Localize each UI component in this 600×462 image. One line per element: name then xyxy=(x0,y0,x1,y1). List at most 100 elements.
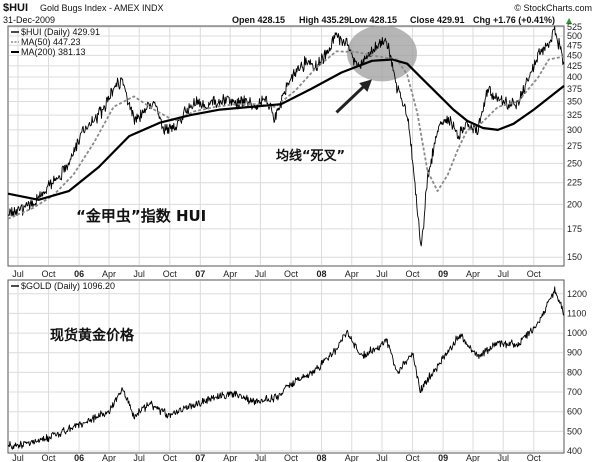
gold-panel-frame xyxy=(7,279,565,454)
x-tick-label: Jul xyxy=(376,269,388,279)
y-tick-label: 200 xyxy=(567,199,582,209)
y-tick-label: 1000 xyxy=(567,328,587,338)
up-arrow-icon: ▲ xyxy=(566,16,573,25)
x-tick-label: Oct xyxy=(42,453,57,462)
x-tick-label: Jul xyxy=(255,453,267,462)
y-tick-label: 375 xyxy=(567,84,582,94)
x-tick-label: 06 xyxy=(74,269,84,279)
gold-annotation: 现货黄金价格 xyxy=(50,327,135,344)
y-tick-label: 475 xyxy=(567,40,582,50)
y-tick-label: 175 xyxy=(567,224,582,234)
x-tick-label: 08 xyxy=(317,269,327,279)
x-tick-label: Jul xyxy=(255,269,267,279)
x-tick-label: Oct xyxy=(284,269,299,279)
ma50-line xyxy=(7,50,565,220)
y-tick-label: 450 xyxy=(567,50,582,60)
x-tick-label: Jul xyxy=(497,453,509,462)
y-tick-label: 900 xyxy=(567,348,582,358)
x-tick-label: Apr xyxy=(345,453,359,462)
x-tick-label: Jul xyxy=(497,269,509,279)
y-tick-label: 225 xyxy=(567,178,582,188)
x-tick-label: Jul xyxy=(376,453,388,462)
death-cross-highlight xyxy=(346,25,417,82)
y-tick-label: 525 xyxy=(567,22,582,32)
gold-panel: 400 500 600 700 800 900 1000 1100 1200 Jul Oct 06 A… xyxy=(7,279,587,462)
open-value: Open 428.15 xyxy=(232,15,285,25)
x-tick-label: 08 xyxy=(317,453,327,462)
y-tick-label: 500 xyxy=(567,426,582,436)
x-tick-label: Apr xyxy=(102,269,116,279)
price-line xyxy=(7,286,565,450)
index-name: Gold Bugs Index - AMEX INDX xyxy=(40,3,164,13)
x-tick-label: 09 xyxy=(438,269,448,279)
gold-x-axis: Jul Oct 06 Apr Jul Oct 07 Apr Jul Oct 08 Apr Jul Oct 0… xyxy=(12,453,541,462)
x-tick-label: Oct xyxy=(42,269,57,279)
death-cross-arrow-icon xyxy=(335,79,373,114)
x-tick-label: Oct xyxy=(163,453,178,462)
credit-label: © StockCharts.com xyxy=(514,3,592,13)
ma200-line xyxy=(7,58,565,201)
y-tick-label: 400 xyxy=(567,446,582,456)
x-tick-label: Jul xyxy=(133,453,145,462)
y-tick-label: 800 xyxy=(567,367,582,377)
x-tick-label: Apr xyxy=(102,453,116,462)
x-tick-label: Oct xyxy=(163,269,178,279)
hui-series xyxy=(7,26,565,247)
hui-panel: 150 175 200 225 250 275 300 325 350 375 4004254504… xyxy=(7,22,582,279)
y-tick-label: 1100 xyxy=(567,308,586,318)
y-tick-label: 600 xyxy=(567,407,582,417)
legend-entry: $GOLD (Daily) 1096.20 xyxy=(21,281,115,291)
y-tick-label: 325 xyxy=(567,110,582,120)
x-tick-label: Apr xyxy=(466,453,480,462)
x-tick-label: Apr xyxy=(466,269,480,279)
y-tick-label: 350 xyxy=(567,97,582,107)
change-value: Chg +1.76 (+0.41%) xyxy=(473,15,555,25)
y-tick-label: 400 xyxy=(567,72,582,82)
x-tick-label: Jul xyxy=(12,269,24,279)
hui-x-axis: Jul Oct 06 Apr Jul Oct 07 Apr Jul Oct 08 Apr Jul Oct 0… xyxy=(12,269,541,279)
x-tick-label: Oct xyxy=(284,453,299,462)
high-value: High 435.29 xyxy=(299,15,349,25)
y-tick-label: 700 xyxy=(567,387,582,397)
x-tick-label: Jul xyxy=(133,269,145,279)
x-tick-label: 06 xyxy=(74,453,84,462)
y-tick-label: 425 xyxy=(567,61,582,71)
legend-entry: $HUI (Daily) 429.91 xyxy=(21,27,100,37)
x-tick-label: Oct xyxy=(406,453,421,462)
price-line xyxy=(7,26,565,247)
x-tick-label: Oct xyxy=(527,269,542,279)
y-tick-label: 275 xyxy=(567,141,582,151)
hui-annotation: “金甲虫”指数 HUI xyxy=(76,207,206,225)
symbol-label: $HUI xyxy=(3,2,28,14)
x-tick-label: 07 xyxy=(195,269,205,279)
arrow-head xyxy=(359,79,373,92)
x-tick-label: Apr xyxy=(223,453,237,462)
y-tick-label: 150 xyxy=(567,252,582,262)
gold-series xyxy=(7,286,565,450)
chart-header: $HUI Gold Bugs Index - AMEX INDX 31-Dec-… xyxy=(3,2,592,25)
y-tick-label: 1200 xyxy=(567,289,587,299)
arrow-shaft xyxy=(335,83,368,114)
death-cross-annotation: 均线“死叉” xyxy=(276,148,345,164)
gold-legend: $GOLD (Daily) 1096.20 xyxy=(11,281,115,291)
date-label: 31-Dec-2009 xyxy=(3,15,55,25)
close-value: Close 429.91 xyxy=(410,15,465,25)
x-tick-label: Oct xyxy=(527,453,542,462)
x-tick-label: Oct xyxy=(406,269,421,279)
low-value: Low 428.15 xyxy=(349,15,397,25)
hui-y-axis: 150 175 200 225 250 275 300 325 350 375 4004254504… xyxy=(567,22,582,262)
x-tick-label: Apr xyxy=(223,269,237,279)
legend-entry: MA(200) 381.13 xyxy=(21,47,86,57)
death-cross-highlight-ellipse xyxy=(346,25,417,82)
x-tick-label: 09 xyxy=(438,453,448,462)
y-tick-label: 250 xyxy=(567,158,582,168)
x-tick-label: 07 xyxy=(195,453,205,462)
x-tick-label: Jul xyxy=(12,453,24,462)
legend-entry: MA(50) 447.23 xyxy=(21,37,81,47)
y-tick-label: 300 xyxy=(567,125,582,135)
x-tick-label: Apr xyxy=(345,269,359,279)
y-tick-label: 500 xyxy=(567,31,582,41)
gold-y-axis: 400 500 600 700 800 900 1000 1100 1200 xyxy=(567,289,587,456)
